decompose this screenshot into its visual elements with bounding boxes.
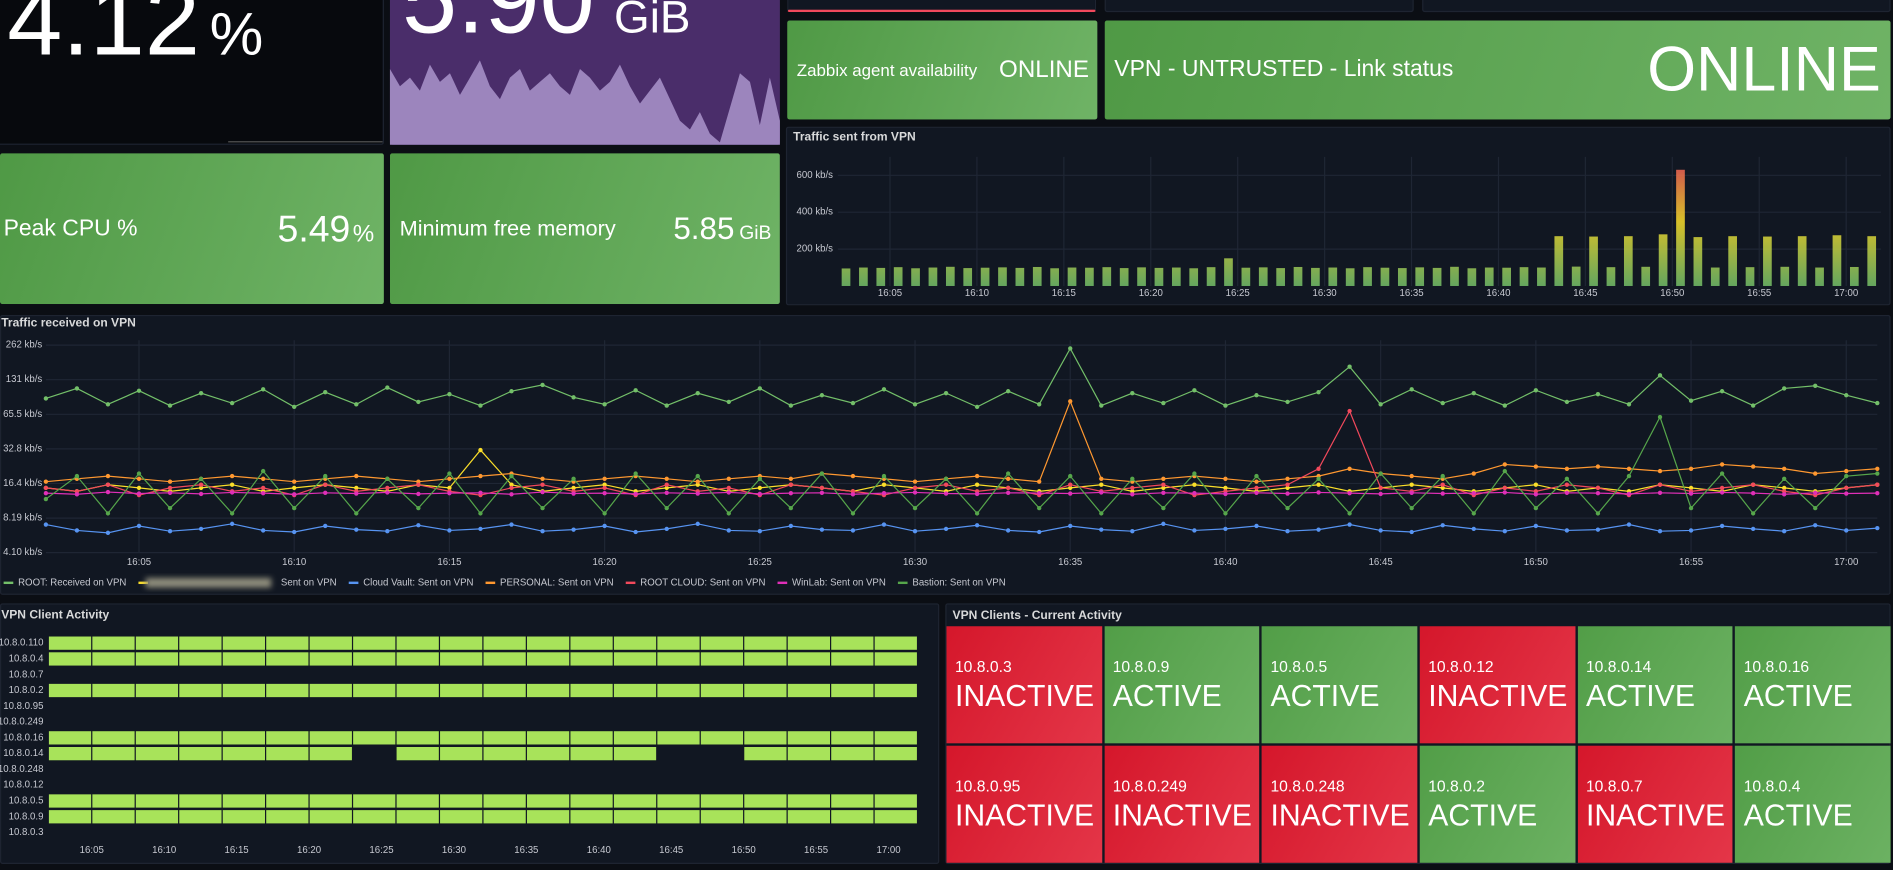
status-tile: 10.8.0.249 INACTIVE: [1104, 745, 1260, 863]
status-tile: 10.8.0.16 ACTIVE: [1735, 626, 1891, 744]
status-tile: 10.8.0.14 ACTIVE: [1577, 626, 1733, 744]
stat-unit: %: [209, 0, 264, 68]
status-tile: 10.8.0.4 ACTIVE: [1735, 745, 1891, 863]
tile-status: ACTIVE: [1743, 798, 1853, 833]
cpu-stat: 4.12 %: [7, 0, 263, 71]
tile-status: ACTIVE: [1270, 679, 1380, 714]
sparkline: [228, 141, 383, 143]
min-memory-panel: Minimum free memory 5.85 GiB: [389, 153, 780, 305]
stat-value: 5.49: [277, 206, 351, 250]
status-tile: 10.8.0.7 INACTIVE: [1577, 745, 1733, 863]
status-tile: 10.8.0.12 INACTIVE: [1419, 626, 1576, 744]
tile-status: ACTIVE: [1428, 798, 1538, 833]
tile-ip: 10.8.0.4: [1743, 777, 1801, 796]
tile-ip: 10.8.0.249: [1112, 777, 1187, 796]
stat-value: ONLINE: [999, 56, 1089, 83]
tile-status: INACTIVE: [1428, 679, 1568, 714]
tile-status: INACTIVE: [1112, 798, 1252, 833]
tile-ip: 10.8.0.248: [1270, 777, 1345, 796]
stat-value: 5.90: [402, 0, 595, 49]
vpn-link-panel: VPN - UNTRUSTED - Link status ONLINE: [1104, 20, 1891, 120]
stat-unit: GiB: [614, 0, 691, 44]
tile-ip: 10.8.0.12: [1428, 657, 1494, 676]
tile-ip: 10.8.0.95: [954, 777, 1021, 796]
stat-value: 5.85: [673, 209, 735, 247]
tile-ip: 10.8.0.3: [954, 657, 1012, 676]
status-tile: 10.8.0.5 ACTIVE: [1261, 626, 1418, 744]
stat-value: 4.12: [7, 0, 200, 77]
memory-panel: 5.90 GiB: [389, 0, 780, 145]
panel-strip: [1104, 0, 1414, 13]
stat-title: Peak CPU %: [3, 215, 138, 241]
tile-status: ACTIVE: [1743, 679, 1853, 714]
tile-status: ACTIVE: [1585, 679, 1695, 714]
memory-stat: 5.90 GiB: [402, 0, 690, 49]
panel-title: VPN Clients - Current Activity: [952, 609, 1122, 623]
cpu-panel: 4.12 %: [0, 0, 384, 145]
panel-strip: [787, 0, 1097, 13]
stat-value-group: 5.85 GiB: [673, 210, 771, 247]
tile-status: INACTIVE: [954, 679, 1095, 714]
tile-status: INACTIVE: [954, 798, 1095, 833]
tile-ip: 10.8.0.9: [1112, 657, 1170, 676]
status-tile: 10.8.0.95 INACTIVE: [946, 745, 1102, 863]
tile-grid: 10.8.0.3 INACTIVE 10.8.0.9 ACTIVE 10.8.0.5 AC…: [946, 626, 1891, 863]
client-activity-panel: [0, 603, 940, 864]
traffic-sent-panel: [785, 126, 1891, 306]
peak-cpu-panel: Peak CPU % 5.49%: [0, 153, 384, 305]
status-tile: 10.8.0.2 ACTIVE: [1419, 745, 1576, 863]
stat-unit: GiB: [739, 223, 772, 244]
tile-status: INACTIVE: [1585, 798, 1726, 833]
tile-ip: 10.8.0.14: [1585, 657, 1652, 676]
stat-unit: %: [352, 220, 375, 247]
zabbix-panel: Zabbix agent availability ONLINE: [787, 20, 1098, 120]
tile-ip: 10.8.0.7: [1585, 777, 1643, 796]
stat-title: Zabbix agent availability: [796, 60, 978, 80]
stat-value-group: 5.49%: [278, 207, 375, 250]
status-tile: 10.8.0.248 INACTIVE: [1261, 745, 1418, 863]
tile-status: ACTIVE: [1112, 679, 1222, 714]
status-tile: 10.8.0.3 INACTIVE: [946, 626, 1102, 744]
panel-strip: [1422, 0, 1891, 13]
stat-title: VPN - UNTRUSTED - Link status: [1114, 56, 1454, 83]
stat-value: ONLINE: [1647, 34, 1881, 105]
current-activity-panel: VPN Clients - Current Activity: [945, 603, 1891, 864]
stat-title: Minimum free memory: [399, 215, 616, 241]
tile-ip: 10.8.0.5: [1270, 657, 1328, 676]
tile-ip: 10.8.0.16: [1743, 657, 1810, 676]
tile-status: INACTIVE: [1270, 798, 1410, 833]
traffic-received-panel: [0, 314, 1891, 595]
tile-ip: 10.8.0.2: [1428, 777, 1485, 796]
status-tile: 10.8.0.9 ACTIVE: [1104, 626, 1260, 744]
